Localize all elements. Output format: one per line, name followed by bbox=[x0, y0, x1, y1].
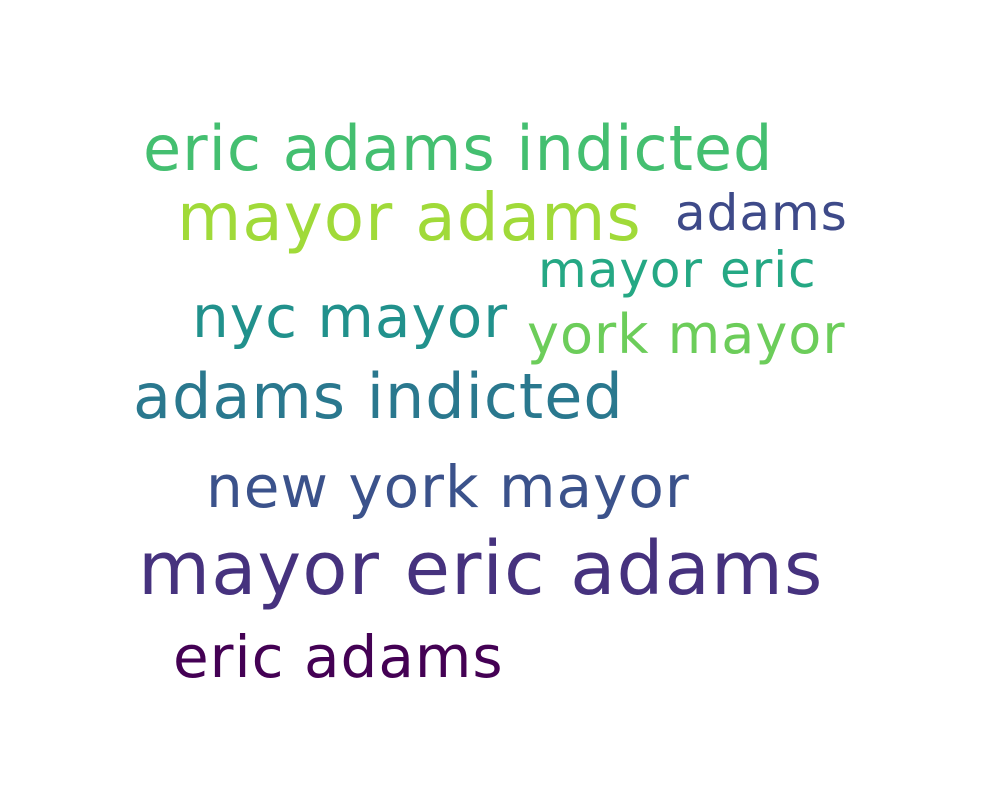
word-mayor-eric: mayor eric bbox=[538, 241, 817, 299]
word-nyc-mayor: nyc mayor bbox=[192, 283, 509, 351]
word-adams: adams bbox=[675, 184, 848, 242]
word-mayor-adams: mayor adams bbox=[177, 179, 642, 256]
word-mayor-eric-adams: mayor eric adams bbox=[138, 526, 824, 612]
word-eric-adams-indicted: eric adams indicted bbox=[143, 112, 774, 185]
word-new-york-mayor: new york mayor bbox=[206, 453, 690, 521]
word-adams-indicted: adams indicted bbox=[133, 360, 624, 433]
word-eric-adams: eric adams bbox=[173, 623, 504, 691]
word-york-mayor: york mayor bbox=[527, 303, 846, 366]
